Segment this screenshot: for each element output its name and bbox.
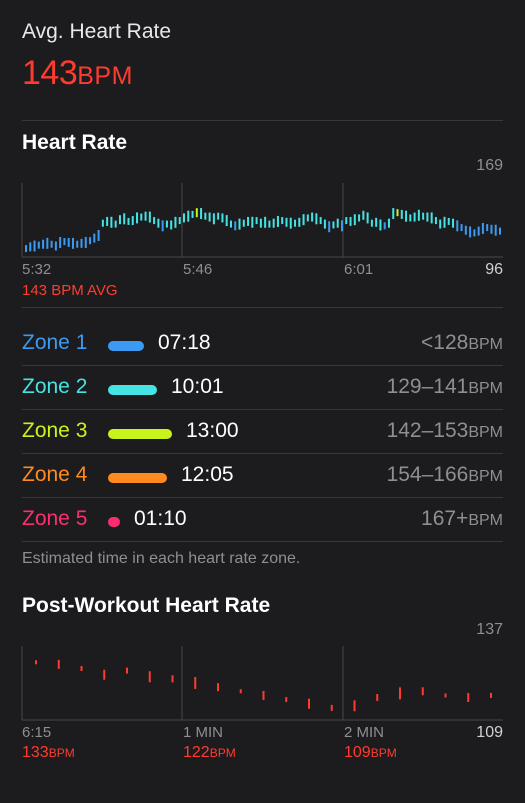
hr-tick-3: 6:01 bbox=[344, 261, 374, 278]
hr-tick-1: 5:32 bbox=[22, 261, 52, 278]
zones-caption: Estimated time in each heart rate zone. bbox=[22, 550, 301, 567]
zone-range-unit: BPM bbox=[468, 512, 503, 529]
divider bbox=[22, 453, 503, 454]
zone-range-value: 142–153 bbox=[386, 419, 469, 442]
zone-bar bbox=[108, 385, 157, 395]
post-bpm-2-value: 122 bbox=[183, 744, 210, 761]
zone-row-4: Zone 4 12:05 154–166BPM bbox=[22, 454, 503, 498]
post-workout-min-label: 109 bbox=[476, 724, 503, 741]
zone-label: Zone 3 bbox=[22, 419, 88, 442]
zone-time: 10:01 bbox=[171, 375, 224, 398]
avg-value-number: 143 bbox=[22, 54, 78, 92]
zone-range-value: <128 bbox=[421, 331, 469, 354]
zone-row-1: Zone 1 07:18 <128BPM bbox=[22, 322, 503, 366]
zone-bar bbox=[108, 341, 144, 351]
zone-range-unit: BPM bbox=[468, 380, 503, 397]
avg-value-unit: BPM bbox=[77, 62, 133, 90]
zone-bar bbox=[108, 429, 172, 439]
zone-time: 01:10 bbox=[134, 507, 187, 530]
zone-label: Zone 2 bbox=[22, 375, 88, 398]
zone-row-3: Zone 3 13:00 142–153BPM bbox=[22, 410, 503, 454]
post-bpm-3-unit: BPM bbox=[370, 746, 397, 760]
divider bbox=[22, 120, 503, 121]
divider bbox=[22, 307, 503, 308]
zone-range-value: 167+ bbox=[421, 507, 469, 530]
post-tick-time-1: 6:15 bbox=[22, 724, 52, 741]
post-bpm-3: 109BPM bbox=[344, 744, 397, 762]
zone-label: Zone 4 bbox=[22, 463, 88, 486]
zone-label: Zone 1 bbox=[22, 331, 88, 354]
post-tick-time-3: 2 MIN bbox=[344, 724, 385, 741]
zone-range-unit: BPM bbox=[468, 468, 503, 485]
post-workout-title: Post-Workout Heart Rate bbox=[22, 594, 271, 617]
zone-range: 142–153BPM bbox=[387, 419, 503, 443]
post-bpm-2-unit: BPM bbox=[209, 746, 236, 760]
divider bbox=[22, 409, 503, 410]
post-bpm-1-unit: BPM bbox=[48, 746, 75, 760]
heart-rate-avg-note: 143 BPM AVG bbox=[22, 282, 118, 299]
zone-time: 07:18 bbox=[158, 331, 211, 354]
zone-time: 13:00 bbox=[186, 419, 239, 442]
heart-rate-title: Heart Rate bbox=[22, 131, 128, 154]
zone-range: 154–166BPM bbox=[387, 463, 503, 487]
zone-range-unit: BPM bbox=[468, 424, 503, 441]
divider bbox=[22, 365, 503, 366]
post-bpm-2: 122BPM bbox=[183, 744, 236, 762]
post-bpm-1-value: 133 bbox=[22, 744, 49, 761]
post-bpm-1: 133BPM bbox=[22, 744, 75, 762]
zone-range: <128BPM bbox=[421, 331, 503, 355]
zone-row-2: Zone 2 10:01 129–141BPM bbox=[22, 366, 503, 410]
zone-bar bbox=[108, 517, 120, 527]
zone-bar bbox=[108, 473, 167, 483]
zone-label: Zone 5 bbox=[22, 507, 88, 530]
zone-range-value: 129–141 bbox=[386, 375, 469, 398]
post-bpm-3-value: 109 bbox=[344, 744, 371, 761]
zone-row-5: Zone 5 01:10 167+BPM bbox=[22, 498, 503, 542]
avg-heart-rate-label: Avg. Heart Rate bbox=[22, 20, 172, 43]
heart-rate-min-label: 96 bbox=[485, 261, 503, 278]
zone-range-unit: BPM bbox=[468, 336, 503, 353]
zone-range-value: 154–166 bbox=[386, 463, 469, 486]
divider bbox=[22, 541, 503, 542]
divider bbox=[22, 497, 503, 498]
hr-tick-2: 5:46 bbox=[183, 261, 213, 278]
zone-range: 167+BPM bbox=[421, 507, 503, 531]
zone-range: 129–141BPM bbox=[387, 375, 503, 399]
zone-time: 12:05 bbox=[181, 463, 234, 486]
post-tick-time-2: 1 MIN bbox=[183, 724, 224, 741]
heart-rate-max-label: 169 bbox=[476, 157, 503, 174]
post-workout-max-label: 137 bbox=[476, 621, 503, 638]
avg-heart-rate-value: 143BPM bbox=[22, 54, 133, 93]
